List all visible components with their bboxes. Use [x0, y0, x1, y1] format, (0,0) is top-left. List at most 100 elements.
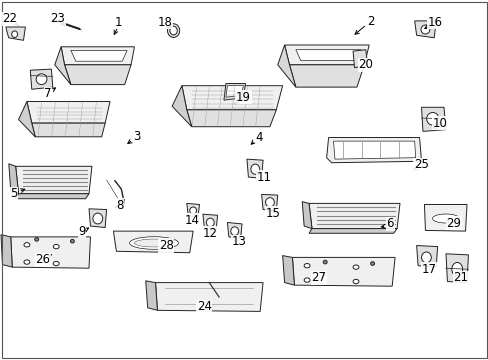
Ellipse shape: [189, 207, 196, 214]
Ellipse shape: [170, 26, 177, 35]
Ellipse shape: [265, 198, 274, 207]
Text: 24: 24: [197, 300, 211, 313]
Ellipse shape: [53, 244, 59, 249]
Ellipse shape: [451, 262, 462, 276]
Ellipse shape: [421, 252, 430, 263]
Text: 23: 23: [50, 12, 65, 25]
Ellipse shape: [93, 213, 102, 224]
Polygon shape: [302, 202, 311, 229]
Polygon shape: [155, 283, 263, 311]
Polygon shape: [333, 141, 415, 159]
Polygon shape: [414, 21, 435, 38]
Polygon shape: [1, 235, 12, 267]
Ellipse shape: [70, 239, 74, 243]
Polygon shape: [186, 110, 276, 127]
Text: 29: 29: [446, 217, 460, 230]
Ellipse shape: [12, 31, 18, 37]
Polygon shape: [19, 102, 35, 137]
Polygon shape: [292, 257, 394, 286]
Polygon shape: [27, 102, 110, 123]
Text: 2: 2: [366, 15, 374, 28]
Text: 5: 5: [10, 187, 18, 200]
Polygon shape: [282, 256, 294, 285]
Text: 28: 28: [159, 239, 173, 252]
Text: 27: 27: [311, 271, 325, 284]
Polygon shape: [182, 86, 282, 110]
Polygon shape: [55, 47, 71, 85]
Polygon shape: [289, 65, 364, 87]
Polygon shape: [421, 107, 445, 131]
Text: 11: 11: [256, 171, 271, 184]
Ellipse shape: [432, 214, 459, 223]
Ellipse shape: [304, 278, 309, 282]
Polygon shape: [295, 50, 360, 60]
Text: 21: 21: [452, 271, 467, 284]
Polygon shape: [284, 45, 368, 65]
Polygon shape: [172, 86, 191, 127]
Polygon shape: [9, 164, 19, 194]
Text: 7: 7: [44, 87, 52, 100]
Ellipse shape: [36, 74, 47, 85]
Polygon shape: [61, 47, 134, 65]
Text: 3: 3: [133, 130, 141, 143]
Polygon shape: [113, 231, 193, 253]
Ellipse shape: [352, 279, 358, 284]
Polygon shape: [30, 69, 53, 89]
Text: 20: 20: [358, 58, 372, 71]
Polygon shape: [308, 203, 399, 229]
Polygon shape: [246, 159, 263, 178]
Polygon shape: [203, 214, 217, 230]
Text: 8: 8: [116, 199, 123, 212]
Polygon shape: [261, 194, 277, 211]
Polygon shape: [16, 194, 89, 199]
Ellipse shape: [206, 218, 214, 227]
Text: 26: 26: [36, 253, 50, 266]
Ellipse shape: [230, 227, 238, 235]
Ellipse shape: [129, 237, 178, 249]
Ellipse shape: [53, 261, 59, 266]
Text: 6: 6: [386, 217, 393, 230]
Text: 16: 16: [427, 16, 442, 29]
Polygon shape: [71, 50, 127, 61]
Text: 10: 10: [432, 117, 447, 130]
Ellipse shape: [420, 25, 429, 34]
Ellipse shape: [323, 260, 326, 264]
Ellipse shape: [134, 239, 173, 247]
Text: 18: 18: [158, 16, 172, 29]
Polygon shape: [224, 84, 245, 100]
Polygon shape: [89, 209, 106, 228]
Ellipse shape: [35, 238, 39, 241]
Text: 19: 19: [236, 91, 250, 104]
Text: 4: 4: [255, 131, 263, 144]
Polygon shape: [64, 65, 131, 85]
Polygon shape: [277, 45, 295, 87]
Polygon shape: [6, 27, 25, 40]
Ellipse shape: [24, 260, 30, 264]
Text: 25: 25: [413, 158, 428, 171]
Ellipse shape: [304, 264, 309, 268]
Text: 17: 17: [421, 263, 436, 276]
Ellipse shape: [352, 265, 358, 269]
Ellipse shape: [370, 262, 374, 265]
Text: 13: 13: [231, 235, 245, 248]
Polygon shape: [225, 86, 243, 97]
Text: 15: 15: [265, 207, 280, 220]
Text: 14: 14: [184, 214, 199, 227]
Ellipse shape: [426, 112, 438, 125]
Polygon shape: [145, 281, 157, 310]
Polygon shape: [424, 204, 466, 231]
Text: 12: 12: [203, 227, 217, 240]
Ellipse shape: [24, 243, 30, 247]
Polygon shape: [227, 222, 242, 238]
Polygon shape: [416, 246, 437, 267]
Polygon shape: [308, 229, 396, 233]
Text: 1: 1: [115, 16, 122, 29]
Text: 22: 22: [2, 12, 17, 25]
Ellipse shape: [167, 24, 180, 37]
Polygon shape: [445, 254, 468, 283]
Polygon shape: [32, 123, 105, 137]
Ellipse shape: [250, 164, 259, 174]
Polygon shape: [326, 138, 421, 163]
Polygon shape: [11, 237, 90, 268]
Text: 9: 9: [78, 225, 86, 238]
